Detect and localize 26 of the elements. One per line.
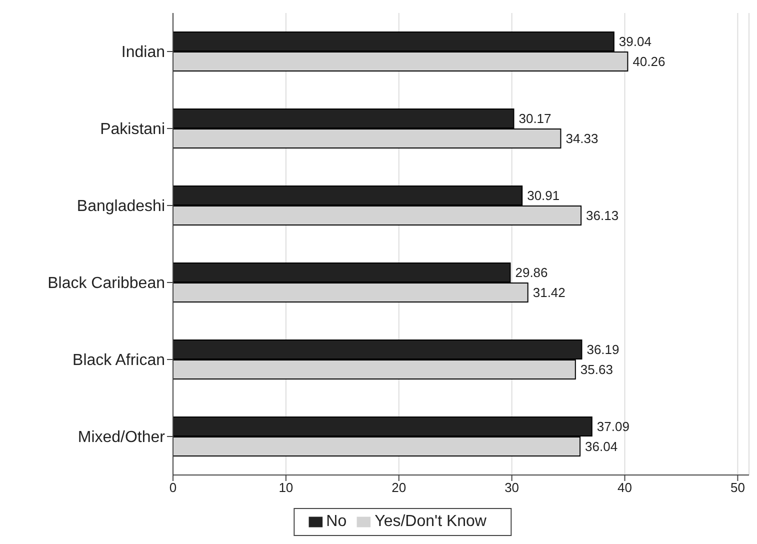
x-tick-label: 40 (618, 480, 632, 496)
y-tick-label: Pakistani (100, 121, 165, 138)
y-tick-label: Black Caribbean (48, 275, 165, 292)
x-tick-label: 0 (169, 480, 177, 496)
x-tick-label: 30 (504, 480, 520, 496)
data-label: 30.17 (518, 111, 552, 126)
data-label: 35.63 (580, 362, 613, 378)
data-label: 36.13 (586, 208, 619, 224)
x-tick-label: 50 (730, 480, 745, 496)
y-tick-label: Indian (121, 44, 165, 62)
data-label: 39.04 (618, 34, 652, 50)
x-tick-label: 20 (392, 480, 406, 496)
data-label: 30.91 (527, 188, 560, 204)
x-tick-label: 10 (278, 480, 294, 496)
y-tick-label: Bangladeshi (76, 198, 165, 216)
data-label: 31.42 (532, 285, 566, 300)
data-label: 34.33 (566, 131, 598, 146)
legend-label: No (326, 513, 347, 530)
y-tick-label: Mixed/Other (78, 429, 166, 446)
data-label: 36.19 (586, 342, 620, 358)
data-label: 37.09 (596, 419, 630, 434)
legend-label: Yes/Don't Know (374, 513, 486, 530)
data-label: 40.26 (632, 54, 666, 70)
y-tick-label: Black African (72, 352, 165, 370)
data-label: 36.04 (585, 439, 618, 454)
data-label: 29.86 (515, 265, 548, 280)
